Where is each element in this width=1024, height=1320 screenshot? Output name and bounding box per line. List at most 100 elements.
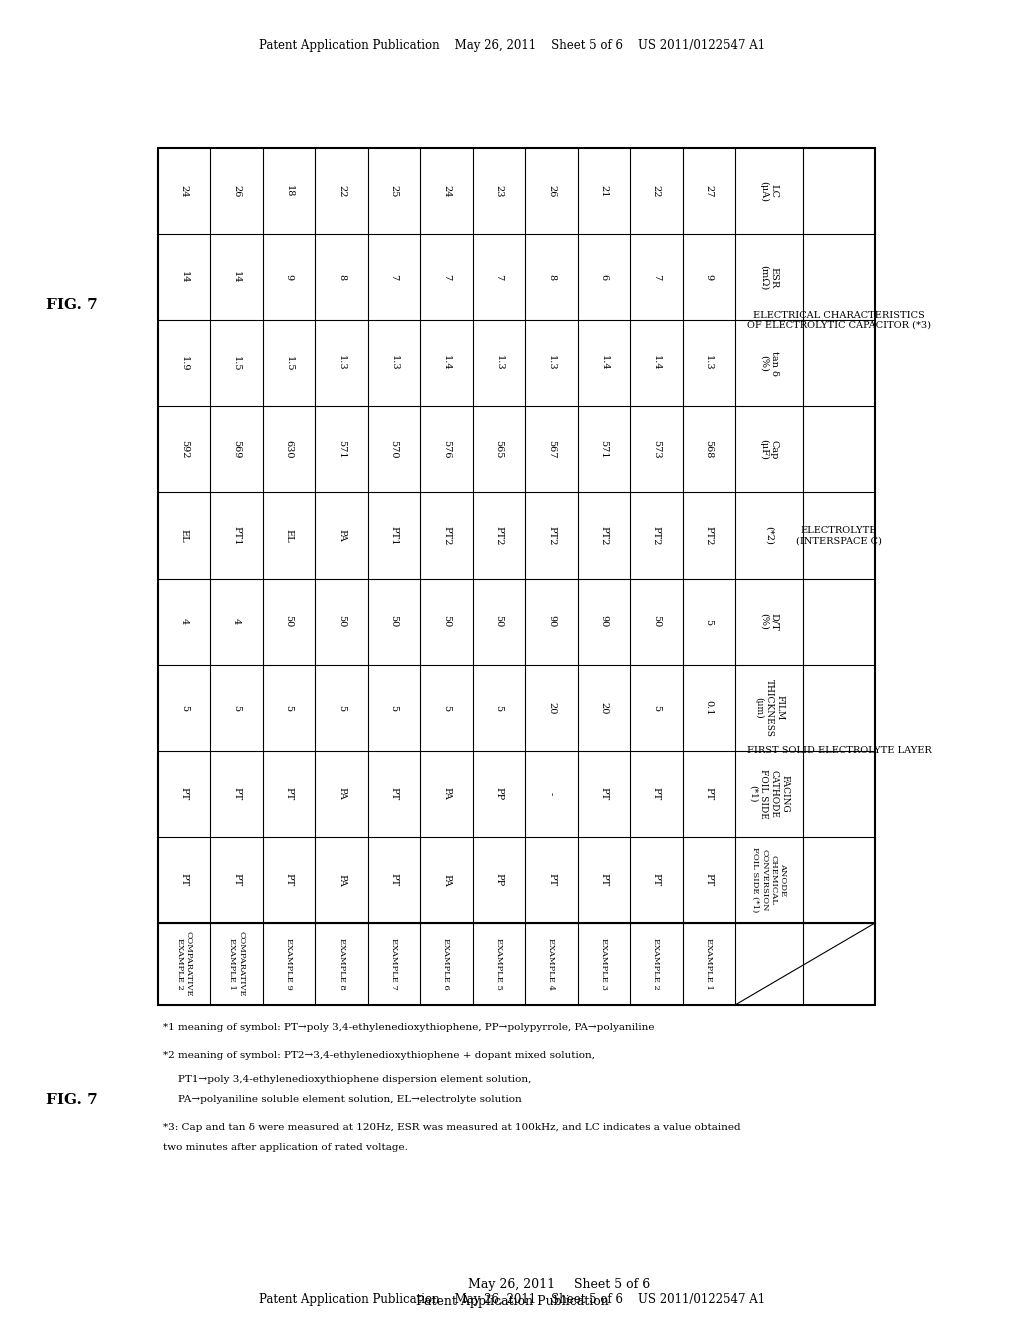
Text: *2 meaning of symbol: PT2→3,4-ethylenedioxythiophene + dopant mixed solution,: *2 meaning of symbol: PT2→3,4-ethylenedi…	[163, 1051, 595, 1060]
Text: 27: 27	[705, 185, 714, 197]
Text: 1.3: 1.3	[337, 355, 346, 371]
Text: 1.3: 1.3	[389, 355, 398, 371]
Text: 8: 8	[337, 275, 346, 280]
Text: 25: 25	[389, 185, 398, 197]
Text: 5: 5	[652, 705, 660, 710]
Text: 20: 20	[599, 701, 608, 714]
Text: PT: PT	[705, 787, 714, 800]
Text: 1.5: 1.5	[285, 355, 294, 371]
Text: 50: 50	[442, 615, 451, 628]
Text: 1.4: 1.4	[652, 355, 660, 371]
Text: 21: 21	[599, 185, 608, 197]
Text: two minutes after application of rated voltage.: two minutes after application of rated v…	[163, 1143, 408, 1152]
Text: 4: 4	[232, 619, 242, 624]
Text: 23: 23	[495, 185, 504, 197]
Text: 50: 50	[389, 615, 398, 628]
Text: 5: 5	[180, 705, 188, 710]
Text: FILM
THICKNESS
(μm): FILM THICKNESS (μm)	[754, 678, 784, 737]
Text: PT1: PT1	[232, 525, 242, 545]
Text: PT2: PT2	[442, 525, 451, 545]
Text: PA: PA	[442, 788, 451, 800]
Text: 1.3: 1.3	[547, 355, 556, 371]
Text: PT1→poly 3,4-ethylenedioxythiophene dispersion element solution,: PT1→poly 3,4-ethylenedioxythiophene disp…	[178, 1074, 531, 1084]
Text: EXAMPLE 5: EXAMPLE 5	[495, 939, 503, 990]
Text: 7: 7	[652, 275, 660, 280]
Text: ANODE
CHEMICAL
CONVERSION
FOIL SIDE (*1): ANODE CHEMICAL CONVERSION FOIL SIDE (*1)	[752, 847, 786, 912]
Text: 5: 5	[495, 705, 504, 710]
Text: 20: 20	[547, 701, 556, 714]
Text: Sheet 5 of 6: Sheet 5 of 6	[374, 1278, 650, 1291]
Text: FIRST SOLID ELECTROLYTE LAYER: FIRST SOLID ELECTROLYTE LAYER	[746, 746, 932, 755]
Text: 50: 50	[337, 615, 346, 628]
Text: 6: 6	[599, 275, 608, 280]
Text: FIG. 7: FIG. 7	[46, 298, 98, 312]
Text: 50: 50	[495, 615, 504, 628]
Text: PT: PT	[180, 787, 188, 800]
Text: 0.1: 0.1	[705, 700, 714, 715]
Text: ESR
(mΩ): ESR (mΩ)	[760, 264, 778, 290]
Text: 569: 569	[232, 440, 242, 458]
Text: PT2: PT2	[652, 525, 660, 545]
Text: PT: PT	[547, 874, 556, 887]
Text: PT2: PT2	[495, 525, 504, 545]
Text: EXAMPLE 1: EXAMPLE 1	[705, 939, 713, 990]
Text: FIG. 7: FIG. 7	[46, 1093, 98, 1107]
Text: 18: 18	[285, 185, 294, 197]
Text: 26: 26	[547, 185, 556, 197]
Text: PA→polyaniline soluble element solution, EL→electrolyte solution: PA→polyaniline soluble element solution,…	[178, 1096, 522, 1104]
Text: 1.3: 1.3	[705, 355, 714, 371]
Text: Patent Application Publication    May 26, 2011    Sheet 5 of 6    US 2011/012254: Patent Application Publication May 26, 2…	[259, 38, 765, 51]
Text: PT: PT	[389, 874, 398, 887]
Text: PA: PA	[337, 529, 346, 543]
Text: 24: 24	[442, 185, 451, 197]
Text: 26: 26	[232, 185, 242, 197]
Text: May 26, 2011: May 26, 2011	[468, 1278, 556, 1291]
Text: 8: 8	[547, 275, 556, 280]
Text: 5: 5	[337, 705, 346, 710]
Text: 7: 7	[442, 275, 451, 280]
Text: EL: EL	[285, 528, 294, 543]
Text: 7: 7	[389, 275, 398, 280]
Text: PT: PT	[232, 874, 242, 887]
Text: 4: 4	[180, 619, 188, 624]
Text: 14: 14	[232, 271, 242, 284]
Text: 5: 5	[285, 705, 294, 710]
Text: 14: 14	[180, 271, 188, 284]
Text: 90: 90	[547, 615, 556, 628]
Text: COMPARATIVE
EXAMPLE 2: COMPARATIVE EXAMPLE 2	[176, 931, 193, 997]
Text: EXAMPLE 7: EXAMPLE 7	[390, 939, 398, 990]
Text: EXAMPLE 9: EXAMPLE 9	[285, 939, 293, 990]
Text: FACING
CATHODE
FOIL SIDE
(*1): FACING CATHODE FOIL SIDE (*1)	[749, 768, 790, 818]
Text: COMPARATIVE
EXAMPLE 1: COMPARATIVE EXAMPLE 1	[228, 931, 246, 997]
Text: PA: PA	[337, 788, 346, 800]
Text: 24: 24	[180, 185, 188, 197]
Text: 9: 9	[705, 275, 714, 280]
Text: PP: PP	[495, 787, 504, 800]
Text: 571: 571	[337, 440, 346, 459]
Text: 567: 567	[547, 440, 556, 458]
Text: 22: 22	[337, 185, 346, 197]
Text: 565: 565	[495, 440, 504, 458]
Text: EXAMPLE 3: EXAMPLE 3	[600, 939, 608, 990]
Text: EXAMPLE 6: EXAMPLE 6	[442, 939, 451, 990]
Text: 22: 22	[652, 185, 660, 197]
Text: EXAMPLE 8: EXAMPLE 8	[338, 939, 345, 990]
Text: 570: 570	[389, 440, 398, 458]
Text: Patent Application Publication    May 26, 2011    Sheet 5 of 6    US 2011/012254: Patent Application Publication May 26, 2…	[259, 1294, 765, 1305]
Text: 5: 5	[389, 705, 398, 710]
Text: 7: 7	[495, 275, 504, 280]
Text: PT: PT	[232, 787, 242, 800]
Text: PT: PT	[180, 874, 188, 887]
Text: 50: 50	[285, 615, 294, 628]
Text: 630: 630	[285, 440, 294, 458]
Text: 568: 568	[705, 440, 714, 458]
Text: 1.9: 1.9	[180, 355, 188, 371]
Text: *1 meaning of symbol: PT→poly 3,4-ethylenedioxythiophene, PP→polypyrrole, PA→pol: *1 meaning of symbol: PT→poly 3,4-ethyle…	[163, 1023, 654, 1032]
Text: tan δ
(%): tan δ (%)	[760, 351, 778, 376]
Text: 573: 573	[652, 440, 660, 459]
Text: PT: PT	[285, 787, 294, 800]
Text: PT1: PT1	[389, 525, 398, 545]
Text: ELECTRICAL CHARACTERISTICS
OF ELECTROLYTIC CAPACITOR (*3): ELECTRICAL CHARACTERISTICS OF ELECTROLYT…	[746, 310, 931, 330]
Text: ELECTROLYTE
(INTERSPACE C): ELECTROLYTE (INTERSPACE C)	[796, 525, 882, 545]
Text: PT: PT	[652, 787, 660, 800]
